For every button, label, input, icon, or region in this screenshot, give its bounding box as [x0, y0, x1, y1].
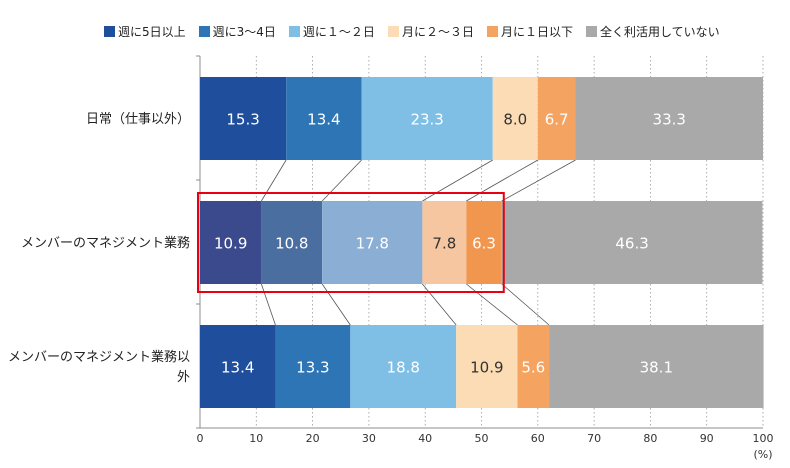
- x-tick-label: 40: [418, 432, 433, 445]
- legend-item: 週に5日以上: [104, 23, 186, 40]
- connector-line: [422, 159, 493, 202]
- connector-line: [261, 159, 287, 202]
- x-tick-label: 80: [643, 432, 658, 445]
- legend-label: 月に２～３日: [401, 24, 474, 39]
- connector-line: [422, 283, 457, 326]
- connector-line: [501, 283, 550, 326]
- legend-swatch: [104, 25, 115, 37]
- x-tick-label: 0: [196, 432, 204, 445]
- legend-swatch: [387, 25, 399, 37]
- legend-label: 全く利活用していない: [599, 24, 720, 39]
- legend-label: 週に3～4日: [212, 24, 276, 39]
- data-label: 7.8: [432, 235, 456, 253]
- legend-item: 月に１日以下: [486, 23, 573, 40]
- bar-segment: [275, 325, 351, 408]
- bar-segment: [200, 77, 287, 160]
- legend-label: 週に１～２日: [302, 24, 375, 39]
- x-axis-unit: (%): [753, 448, 773, 461]
- data-label: 6.7: [545, 111, 569, 129]
- bar-segment: [537, 77, 576, 160]
- connector-line: [466, 283, 518, 326]
- x-tick-label: 60: [530, 432, 545, 445]
- connector-line: [321, 159, 362, 202]
- category-label: メンバーのマネジメント業務: [20, 236, 190, 251]
- bar-segment: [501, 201, 763, 284]
- connector-line: [466, 159, 538, 202]
- data-label: 13.3: [296, 359, 329, 377]
- bar-segment: [549, 325, 764, 408]
- bar-segment: [492, 77, 538, 160]
- data-label: 13.4: [307, 111, 340, 129]
- x-tick-label: 70: [587, 432, 602, 445]
- bar-segment: [422, 201, 467, 284]
- data-label: 6.3: [472, 235, 496, 253]
- data-label: 10.9: [214, 235, 247, 253]
- x-tick-label: 100: [752, 432, 774, 445]
- legend-swatch: [585, 25, 597, 37]
- data-label: 8.0: [503, 111, 527, 129]
- data-label: 10.9: [470, 359, 503, 377]
- bar-segment: [322, 201, 423, 284]
- bar-segment: [361, 77, 493, 160]
- legend-swatch: [198, 25, 210, 37]
- legend-swatch: [288, 25, 300, 37]
- legend-swatch: [486, 25, 498, 37]
- category-label: 日常（仕事以外）: [85, 112, 190, 127]
- x-tick-label: 50: [474, 432, 489, 445]
- connector-line: [501, 159, 576, 202]
- data-label: 23.3: [410, 111, 443, 129]
- connector-line: [260, 283, 276, 326]
- legend-item: 週に１～２日: [288, 23, 375, 40]
- bar-segment: [575, 77, 763, 160]
- legend-label: 月に１日以下: [500, 24, 573, 39]
- data-label: 5.6: [521, 359, 545, 377]
- bar-segment: [261, 201, 323, 284]
- data-label: 13.4: [221, 359, 254, 377]
- bar-segment: [200, 201, 262, 284]
- data-label: 46.3: [615, 235, 648, 253]
- data-label: 33.3: [653, 111, 686, 129]
- legend-item: 週に3～4日: [198, 23, 276, 40]
- legend-item: 全く利活用していない: [585, 23, 720, 40]
- connector-line: [321, 283, 351, 326]
- data-label: 10.8: [275, 235, 308, 253]
- bar-segment: [456, 325, 518, 408]
- data-label: 38.1: [640, 359, 673, 377]
- bar-segment: [466, 201, 502, 284]
- x-tick-label: 10: [249, 432, 264, 445]
- bar-segment: [350, 325, 457, 408]
- x-tick-label: 30: [361, 432, 376, 445]
- x-tick-label: 20: [305, 432, 320, 445]
- legend-label: 週に5日以上: [118, 24, 186, 39]
- data-label: 17.8: [356, 235, 389, 253]
- highlight-box: [197, 192, 505, 293]
- data-label: 18.8: [387, 359, 420, 377]
- bar-segment: [517, 325, 550, 408]
- legend-item: 月に２～３日: [387, 23, 474, 40]
- category-label: メンバーのマネジメント業務以外: [7, 350, 190, 385]
- legend: 週に5日以上 週に3～4日 週に１～２日 月に２～３日 月に１日以下 全く利活用…: [104, 22, 733, 40]
- bar-segment: [286, 77, 362, 160]
- data-label: 15.3: [226, 111, 259, 129]
- bar-segment: [200, 325, 276, 408]
- x-tick-label: 90: [699, 432, 714, 445]
